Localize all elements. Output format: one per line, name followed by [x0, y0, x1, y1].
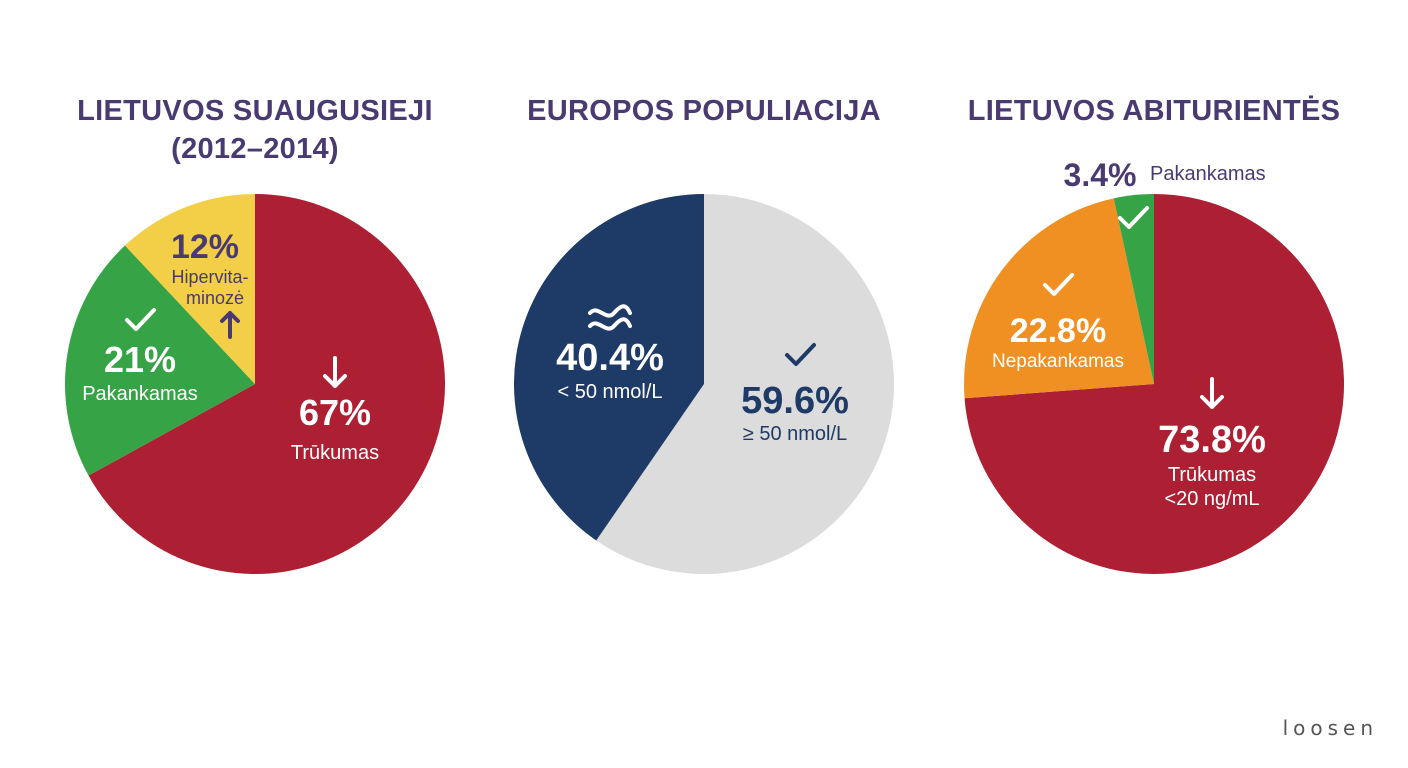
- slice-label: minozė: [186, 288, 244, 308]
- arrow-down-icon: [323, 356, 347, 388]
- chart-title-europe: EUROPOS POPULIACIJA: [474, 92, 934, 130]
- slice-label: 22.8%: [1010, 312, 1106, 350]
- slice-label: 67%: [299, 392, 371, 433]
- slice-label: Trūkumas: [1168, 464, 1256, 486]
- brand-logo: loosen: [1282, 716, 1378, 740]
- slice-label: 40.4%: [556, 337, 664, 379]
- title-line: LIETUVOS ABITURIENTĖS: [967, 95, 1341, 127]
- pie-chart-1: 67% Trūkumas 21% Pakankamas 12%Hipervita-min…: [65, 194, 445, 574]
- pie-slice: [124, 194, 255, 384]
- slice-label: Hipervita-: [171, 267, 248, 287]
- check-icon: [1043, 273, 1074, 296]
- pie-slice: [596, 194, 894, 574]
- slice-label: Pakankamas: [1150, 163, 1266, 185]
- pie-slice: [1113, 194, 1154, 384]
- slice-label: < 50 nmol/L: [557, 381, 662, 403]
- slice-label: ≥ 50 nmol/L: [743, 423, 847, 445]
- title-line: LIETUVOS SUAUGUSIEJI: [77, 95, 433, 127]
- pie-slice: [514, 194, 704, 541]
- pie-chart-3: 73.8% Trūkumas<20 ng/mL 22.8%Nepakankamas 3…: [964, 157, 1345, 574]
- slice-label: 3.4%: [1064, 157, 1137, 193]
- pie-slice: [88, 194, 445, 574]
- check-icon: [125, 308, 156, 331]
- arrow-up-icon: [220, 311, 240, 339]
- slice-label: 12%: [171, 228, 239, 266]
- check-icon: [1118, 206, 1149, 229]
- slice-label: Trūkumas: [291, 442, 379, 464]
- slice-label: Nepakankamas: [992, 351, 1124, 372]
- chart-title-graduates: LIETUVOS ABITURIENTĖS: [924, 92, 1384, 130]
- slice-label: <20 ng/mL: [1164, 488, 1259, 510]
- slice-label: 59.6%: [741, 380, 849, 422]
- pie-slice: [964, 198, 1154, 399]
- title-line: EUROPOS POPULIACIJA: [527, 95, 881, 127]
- title-line: (2012–2014): [171, 133, 339, 165]
- pie-chart-2: 59.6%≥ 50 nmol/L 40.4%< 50 nmol/L: [514, 194, 894, 574]
- approx-icon: [588, 304, 632, 331]
- pie-slice: [964, 194, 1345, 574]
- slice-label: 21%: [104, 339, 176, 380]
- arrow-down-icon: [1200, 377, 1224, 409]
- chart-title-adults: LIETUVOS SUAUGUSIEJI (2012–2014): [25, 92, 485, 168]
- slice-label: 73.8%: [1158, 419, 1266, 461]
- slice-label: Pakankamas: [82, 383, 198, 405]
- check-icon: [785, 343, 816, 366]
- pie-slice: [65, 245, 255, 476]
